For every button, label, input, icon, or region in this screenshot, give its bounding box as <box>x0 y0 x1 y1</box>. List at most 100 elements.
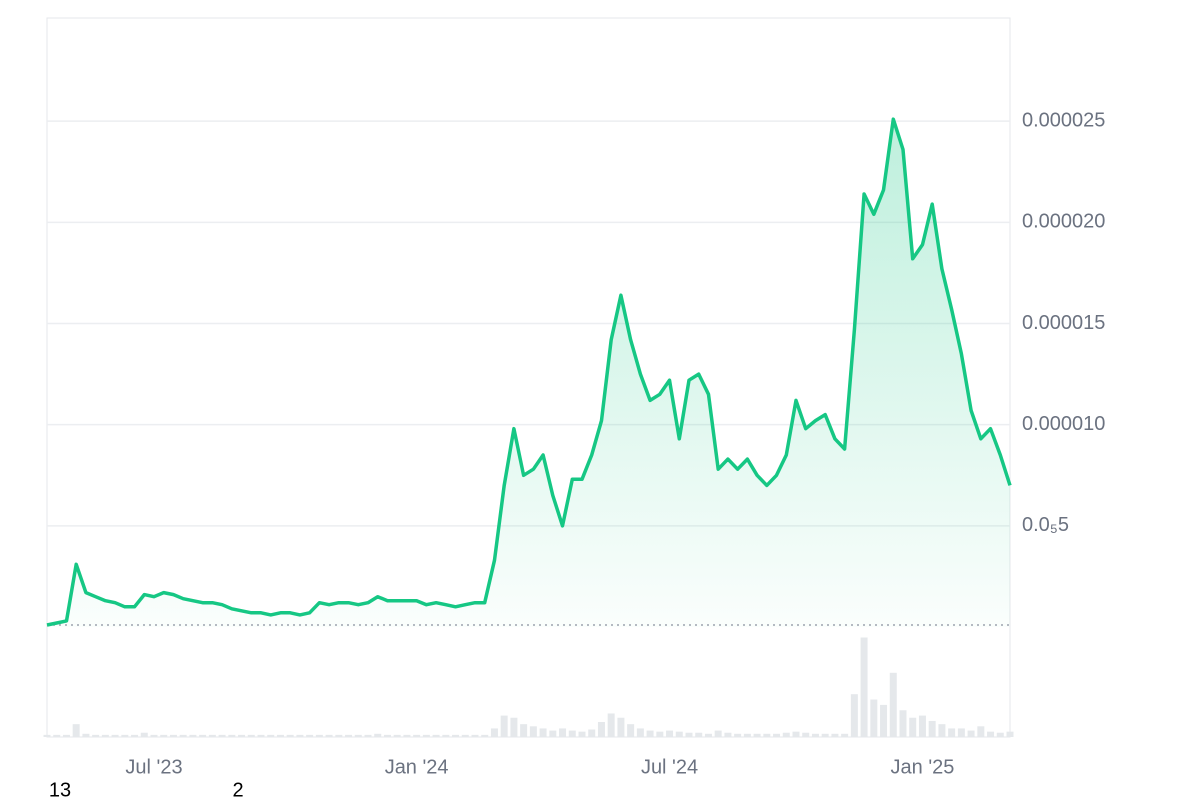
plot-frame <box>46 17 1011 738</box>
volume-bar <box>62 734 70 737</box>
volume-bar <box>121 734 129 737</box>
volume-bar <box>811 733 819 737</box>
volume-bar <box>763 733 771 737</box>
volume-bar <box>140 732 148 737</box>
volume-bar <box>977 726 985 737</box>
volume-bar <box>53 734 61 737</box>
volume-bar <box>617 717 625 737</box>
volume-bar <box>860 637 868 737</box>
annotation: 2 <box>232 779 243 800</box>
volume-bar <box>996 732 1004 737</box>
price-area <box>47 119 1010 627</box>
volume-bar <box>296 734 304 737</box>
volume-bar <box>899 710 907 737</box>
volume-bar <box>656 731 664 737</box>
volume-bar <box>743 733 751 737</box>
volume-bar <box>821 733 829 737</box>
volume-bar <box>520 724 528 737</box>
volume-bar <box>928 720 936 737</box>
volume-bar <box>685 732 693 737</box>
volume-bar <box>481 734 489 737</box>
volume-bar <box>1006 731 1014 737</box>
volume-bar <box>597 722 605 737</box>
volume-bar <box>403 734 411 737</box>
volume-bar <box>150 734 158 737</box>
volume-bar <box>345 734 353 737</box>
volume-bar <box>315 734 323 737</box>
volume-bar <box>92 734 100 737</box>
volume-bar <box>72 724 80 737</box>
volume-bar <box>383 734 391 737</box>
volume-bar <box>957 728 965 737</box>
volume-bar <box>607 713 615 737</box>
volume-bar <box>909 717 917 737</box>
volume-bar <box>675 731 683 737</box>
volume-bar <box>529 726 537 737</box>
y-tick-label: 0.000015 <box>1022 312 1105 334</box>
volume-bar <box>714 730 722 737</box>
x-tick-label: Jul '23 <box>125 756 182 778</box>
volume-bar <box>325 734 333 737</box>
volume-bar <box>452 734 460 737</box>
volume-bar <box>753 733 761 737</box>
annotation: 13 <box>49 779 71 800</box>
volume-bar <box>792 731 800 737</box>
volume-bar <box>802 732 810 737</box>
volume-bar <box>646 730 654 737</box>
volume-bar <box>189 734 197 737</box>
x-tick-label: Jan '25 <box>891 756 955 778</box>
y-tick-label: 0.000025 <box>1022 109 1105 131</box>
volume-bar <box>500 715 508 737</box>
volume-bar <box>179 734 187 737</box>
volume-bar <box>199 734 207 737</box>
volume-bar <box>704 733 712 737</box>
volume-bar <box>782 732 790 737</box>
volume-bar <box>987 731 995 737</box>
volume-bar <box>948 728 956 737</box>
volume-bar <box>131 734 139 737</box>
volume-bar <box>490 728 498 737</box>
volume-bar <box>831 733 839 737</box>
x-tick-label: Jul '24 <box>641 756 698 778</box>
y-tick-label: 0.000010 <box>1022 413 1105 435</box>
volume-bar <box>218 734 226 737</box>
volume-bar <box>228 734 236 737</box>
volume-bar <box>247 734 255 737</box>
volume-bar <box>442 734 450 737</box>
volume-bar <box>422 734 430 737</box>
volume-bar <box>549 730 557 737</box>
volume-bar <box>471 734 479 737</box>
volume-bar <box>880 704 888 737</box>
volume-bar <box>627 724 635 737</box>
y-tick-label: 0.0₅5 <box>1022 514 1069 536</box>
volume-bar <box>413 734 421 737</box>
volume-bar <box>918 715 926 737</box>
volume-bar <box>257 734 265 737</box>
volume-bar <box>238 734 246 737</box>
volume-bar <box>461 734 469 737</box>
x-tick-label: Jan '24 <box>385 756 449 778</box>
volume-bar <box>267 734 275 737</box>
volume-bar <box>101 734 109 737</box>
volume-bar <box>111 734 119 737</box>
volume-bar <box>588 729 596 737</box>
volume-bar <box>841 733 849 737</box>
volume-bar <box>870 699 878 737</box>
volume-bar <box>43 734 51 737</box>
volume-bar <box>773 733 781 737</box>
volume-bar <box>374 733 382 737</box>
volume-bar <box>539 728 547 737</box>
volume-bar <box>559 728 567 737</box>
volume-bar <box>734 733 742 737</box>
price-line <box>46 117 1012 627</box>
y-tick-label: 0.000020 <box>1022 211 1105 233</box>
volume-bar <box>578 731 586 737</box>
volume-bar <box>724 732 732 737</box>
volume-bar <box>695 732 703 737</box>
volume-bar <box>432 734 440 737</box>
volume-bar <box>208 734 216 737</box>
volume-bar <box>169 734 177 737</box>
volume-bar <box>335 734 343 737</box>
volume-bar <box>364 734 372 737</box>
